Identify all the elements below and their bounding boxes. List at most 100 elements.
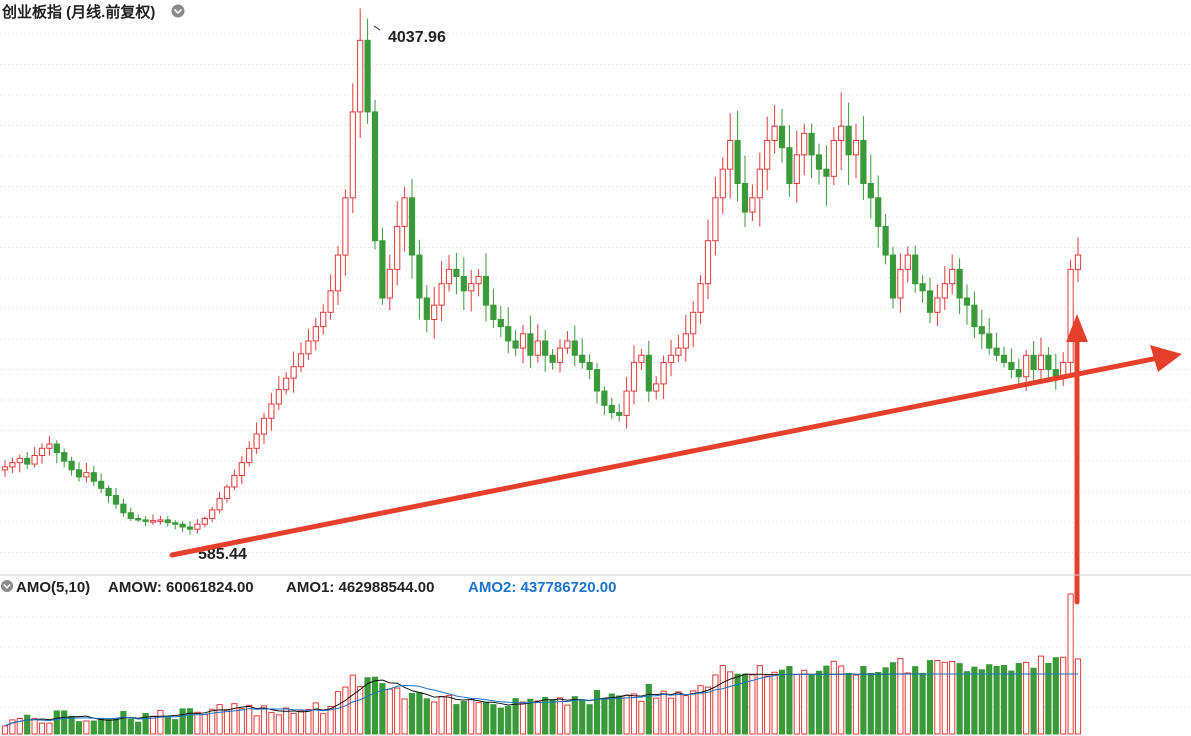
candle-down <box>645 354 652 392</box>
candle-up <box>534 340 541 356</box>
candle-down <box>1045 354 1052 371</box>
volume-bar-down <box>408 692 416 735</box>
volume-bar-down <box>68 715 75 735</box>
candle-up <box>771 125 778 142</box>
candle-down <box>860 140 867 184</box>
candle-down <box>527 333 534 356</box>
candle-up <box>830 140 837 177</box>
volume-bar-down <box>815 670 823 735</box>
candle-up <box>468 283 475 292</box>
candle-down <box>823 168 830 177</box>
volume-bar-up <box>564 704 571 735</box>
indicator-toggle-icon[interactable] <box>1 580 13 592</box>
volume-bar-up <box>157 709 164 735</box>
candle-up <box>431 304 438 320</box>
volume-bar-up <box>793 673 800 735</box>
candle-down <box>741 182 749 213</box>
volume-bar-up <box>9 719 16 735</box>
candle-down <box>549 354 556 363</box>
volume-bar-down <box>549 699 556 735</box>
candle-down <box>845 125 852 156</box>
volume-bar-down <box>586 704 593 735</box>
candle-down <box>142 519 149 522</box>
volume-bar-up <box>704 686 712 735</box>
volume-bar-up <box>519 701 527 735</box>
candle-up <box>438 283 445 306</box>
candle-down <box>75 469 83 478</box>
volume-bar-up <box>260 705 268 735</box>
volume-bar-down <box>90 720 97 735</box>
volume-bar-down <box>808 674 815 735</box>
volume-bar-down <box>875 671 882 735</box>
candle-up <box>445 268 453 285</box>
candle-up <box>727 140 734 170</box>
volume-bar-down <box>971 666 978 735</box>
volume-bar-up <box>231 703 238 735</box>
candle-up <box>342 197 349 256</box>
volume-bar-down <box>867 672 874 735</box>
volume-bar-up <box>801 669 808 735</box>
candle-down <box>120 503 127 514</box>
volume-bar-up <box>949 660 956 735</box>
volume-bar-up <box>749 674 756 735</box>
candle-up <box>712 197 719 242</box>
volume-bars-layer <box>1 593 1082 735</box>
title-dropdown-icon[interactable] <box>171 4 185 18</box>
candle-up <box>394 225 401 270</box>
volume-bar-up <box>1074 658 1082 735</box>
volume-bar-down <box>823 665 830 735</box>
volume-bar-down <box>98 717 105 735</box>
volume-bar-down <box>505 705 512 735</box>
volume-bar-up <box>349 674 356 735</box>
candle-down <box>882 225 889 256</box>
candle-down <box>778 125 786 149</box>
volume-bar-up <box>275 714 282 735</box>
volume-bar-up <box>830 660 837 735</box>
volume-bar-up <box>534 700 541 735</box>
candle-down <box>1008 361 1015 371</box>
volume-bar-up <box>223 709 231 735</box>
candle-down <box>90 472 97 482</box>
candle-down <box>1015 369 1022 378</box>
candle-up <box>660 361 667 385</box>
candle-up <box>653 383 660 392</box>
volume-bar-up <box>638 700 645 735</box>
candle-down <box>593 369 601 392</box>
candle-up <box>638 354 645 363</box>
price-gridlines <box>0 33 1191 553</box>
volume-bar-down <box>416 692 423 735</box>
candle-down <box>815 154 823 170</box>
volume-bar-down <box>926 660 934 735</box>
candle-down <box>105 487 112 497</box>
candle-up <box>719 168 726 199</box>
candle-down <box>53 443 60 454</box>
volume-bar-up <box>934 660 941 735</box>
candle-down <box>875 197 882 227</box>
candle-up <box>223 486 231 499</box>
volume-bar-down <box>1052 657 1059 735</box>
candle-up <box>749 197 756 213</box>
candle-down <box>460 276 467 292</box>
volume-bar-up <box>1060 656 1067 735</box>
volume-bar-up <box>852 674 860 735</box>
candle-down <box>172 522 179 525</box>
high-annotation: 4037.96 <box>373 25 446 46</box>
volume-bar-up <box>653 697 660 735</box>
volume-bar-down <box>919 672 926 735</box>
candle-up <box>194 523 201 530</box>
candle-up <box>401 197 408 227</box>
volume-bar-up <box>1 725 9 735</box>
candle-up <box>1067 268 1074 363</box>
volume-bar-down <box>579 699 586 735</box>
volume-bar-down <box>164 717 171 735</box>
volume-bar-up <box>290 712 297 735</box>
volume-bar-down <box>593 689 601 735</box>
candle-up <box>357 39 364 113</box>
volume-bar-up <box>1023 661 1030 735</box>
volume-bar-down <box>527 698 534 735</box>
candle-down <box>453 268 460 278</box>
candle-up <box>949 268 956 285</box>
volume-bar-up <box>838 665 845 735</box>
volume-bar-down <box>482 702 490 735</box>
volume-bar-up <box>475 702 482 735</box>
